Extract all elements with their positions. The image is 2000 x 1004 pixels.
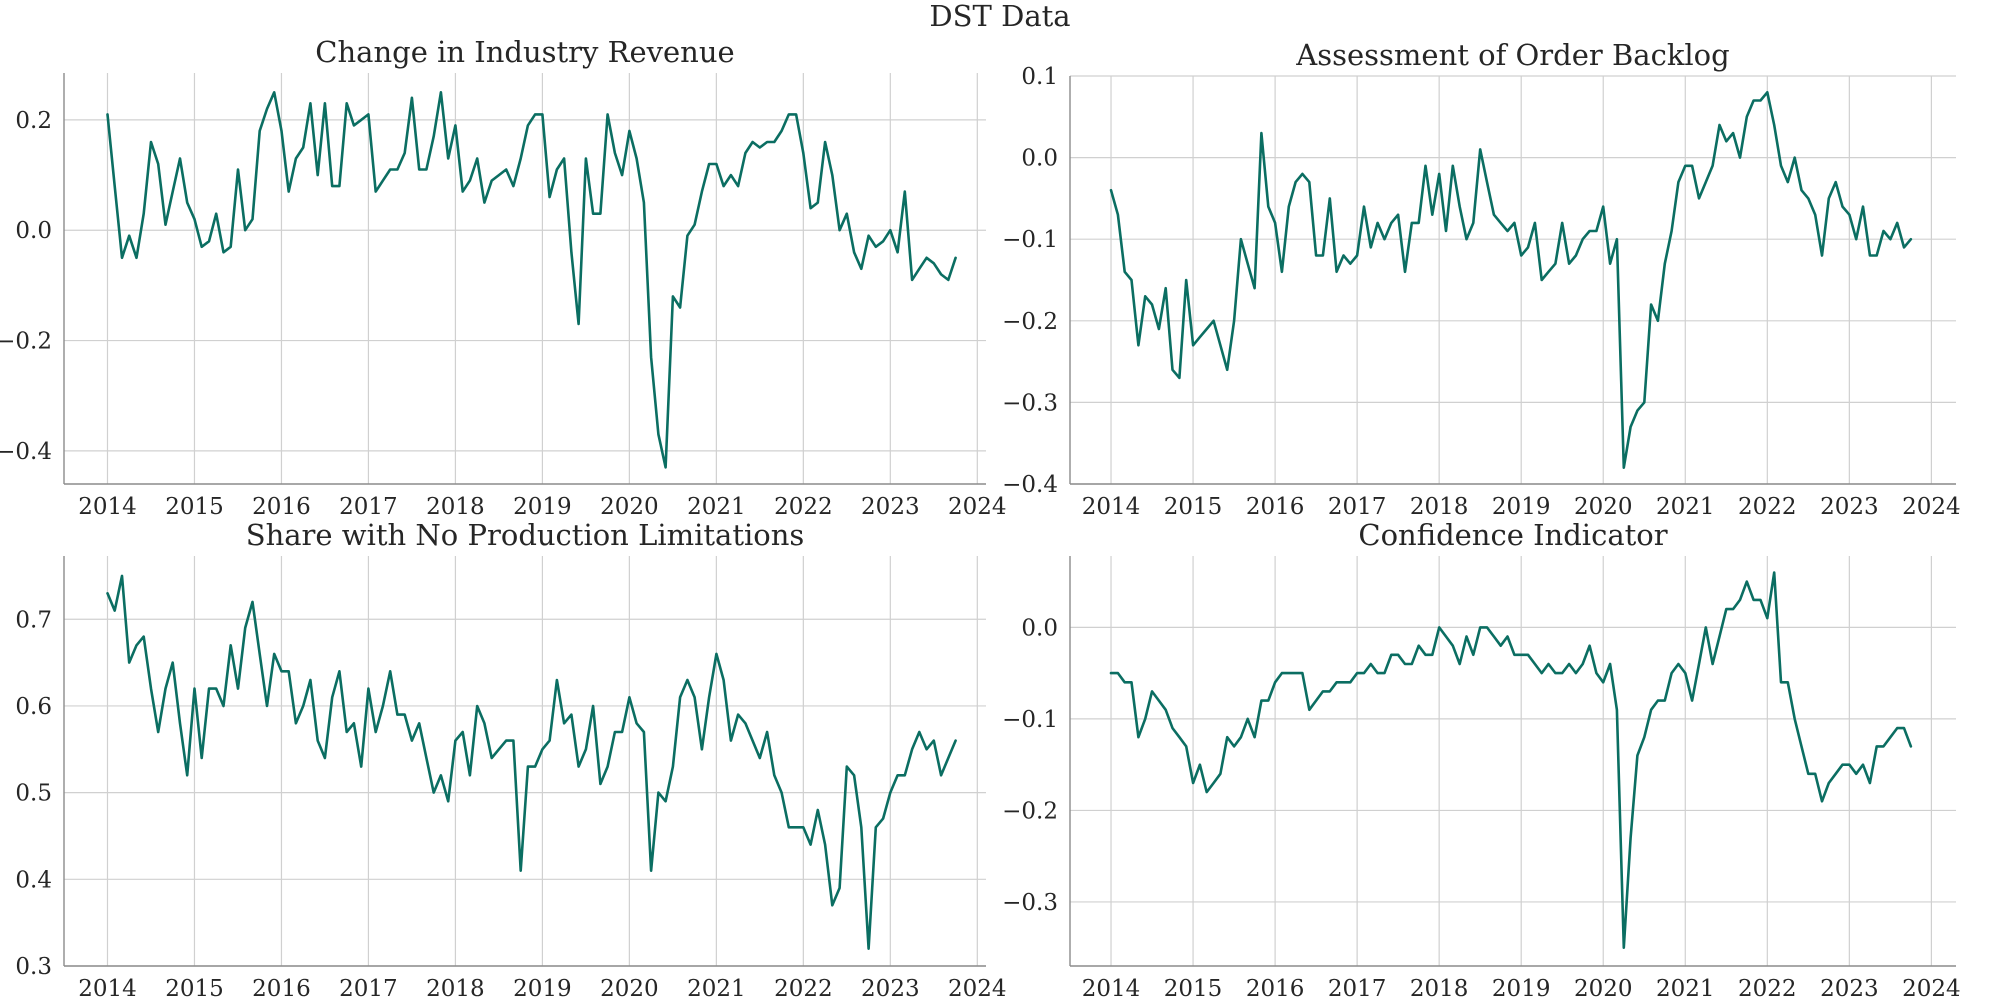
y-tick-label: 0.7: [15, 607, 52, 633]
x-tick-label: 2018: [1410, 976, 1469, 1000]
x-tick-label: 2024: [1902, 494, 1961, 520]
chart-title: Share with No Production Limitations: [246, 518, 805, 552]
x-tick-label: 2014: [1082, 494, 1141, 520]
y-tick-label: 0.0: [1021, 146, 1058, 172]
x-tick-label: 2024: [948, 494, 1007, 520]
y-tick-label: 0.6: [15, 694, 52, 720]
x-tick-label: 2020: [600, 976, 659, 1000]
x-tick-label: 2014: [1082, 976, 1141, 1000]
chart-panel-4: 2014 2015 2016 2017 2018 2019 2020 2021 2022 2023…: [1002, 518, 1961, 1002]
chart-panel-2: 2014 2015 2016 2017 2018 2019 2020 2021 2022 2023…: [1002, 38, 1961, 520]
y-tick-label: 0.5: [15, 781, 52, 807]
y-tick-label: 0.0: [1021, 615, 1058, 641]
x-tick-label: 2019: [513, 976, 572, 1000]
x-tick-label: 2023: [1820, 494, 1879, 520]
y-tick-label: 0.4: [15, 867, 52, 893]
x-tick-label: 2023: [1820, 976, 1879, 1000]
y-tick-label: −0.3: [1002, 890, 1058, 916]
x-tick-label: 2020: [1574, 976, 1633, 1000]
series-line: [1109, 571, 1913, 950]
x-tick-label: 2021: [687, 976, 746, 1000]
x-tick-label: 2016: [1246, 976, 1305, 1000]
x-tick-label: 2017: [339, 494, 398, 520]
x-tick-label: 2022: [1738, 494, 1797, 520]
x-tick-label: 2017: [339, 976, 398, 1000]
x-tick-label: 2020: [600, 494, 659, 520]
y-tick-label: 0.0: [15, 218, 52, 244]
series-line: [106, 574, 957, 951]
x-tick-label: 2019: [513, 494, 572, 520]
chart-title: Assessment of Order Backlog: [1295, 38, 1729, 72]
x-tick-label: 2015: [165, 494, 224, 520]
x-tick-label: 2014: [78, 976, 137, 1000]
x-tick-label: 2020: [1574, 494, 1633, 520]
x-tick-label: 2022: [774, 976, 833, 1000]
x-tick-label: 2014: [78, 494, 137, 520]
figure-title: DST Data: [929, 0, 1070, 33]
x-tick-label: 2016: [252, 976, 311, 1000]
y-tick-label: −0.3: [1002, 390, 1058, 416]
y-tick-label: −0.2: [0, 329, 52, 355]
x-tick-label: 2018: [426, 494, 485, 520]
x-tick-label: 2016: [1246, 494, 1305, 520]
y-tick-label: −0.2: [1002, 309, 1058, 335]
y-tick-label: 0.3: [15, 954, 52, 980]
x-tick-label: 2015: [165, 976, 224, 1000]
x-tick-label: 2019: [1492, 494, 1551, 520]
x-tick-label: 2022: [1738, 976, 1797, 1000]
y-tick-label: −0.1: [1002, 227, 1058, 253]
x-tick-label: 2021: [687, 494, 746, 520]
series-line: [106, 91, 957, 469]
x-tick-label: 2015: [1164, 494, 1223, 520]
x-tick-label: 2018: [1410, 494, 1469, 520]
y-tick-label: −0.4: [1002, 472, 1058, 498]
x-tick-label: 2024: [948, 976, 1007, 1000]
x-tick-label: 2017: [1328, 494, 1387, 520]
y-tick-label: 0.1: [1021, 64, 1058, 90]
chart-title: Confidence Indicator: [1358, 518, 1667, 552]
x-tick-label: 2021: [1656, 976, 1715, 1000]
x-tick-label: 2017: [1328, 976, 1387, 1000]
y-tick-label: −0.4: [0, 439, 52, 465]
x-tick-label: 2019: [1492, 976, 1551, 1000]
y-tick-label: −0.2: [1002, 798, 1058, 824]
x-tick-label: 2023: [861, 976, 920, 1000]
x-tick-label: 2016: [252, 494, 311, 520]
y-tick-label: −0.1: [1002, 707, 1058, 733]
x-tick-label: 2015: [1164, 976, 1223, 1000]
x-tick-label: 2021: [1656, 494, 1715, 520]
x-tick-label: 2024: [1902, 976, 1961, 1000]
series-line: [1109, 91, 1913, 470]
x-tick-label: 2018: [426, 976, 485, 1000]
chart-title: Change in Industry Revenue: [315, 35, 734, 69]
chart-panel-3: 2014 2015 2016 2017 2018 2019 2020 2021 2022 2023…: [15, 518, 1007, 1002]
x-tick-label: 2022: [774, 494, 833, 520]
y-tick-label: 0.2: [15, 108, 52, 134]
chart-panel-1: 2014 2015 2016 2017 2018 2019 2020 2021 2022 2023…: [0, 35, 1007, 520]
x-tick-label: 2023: [861, 494, 920, 520]
